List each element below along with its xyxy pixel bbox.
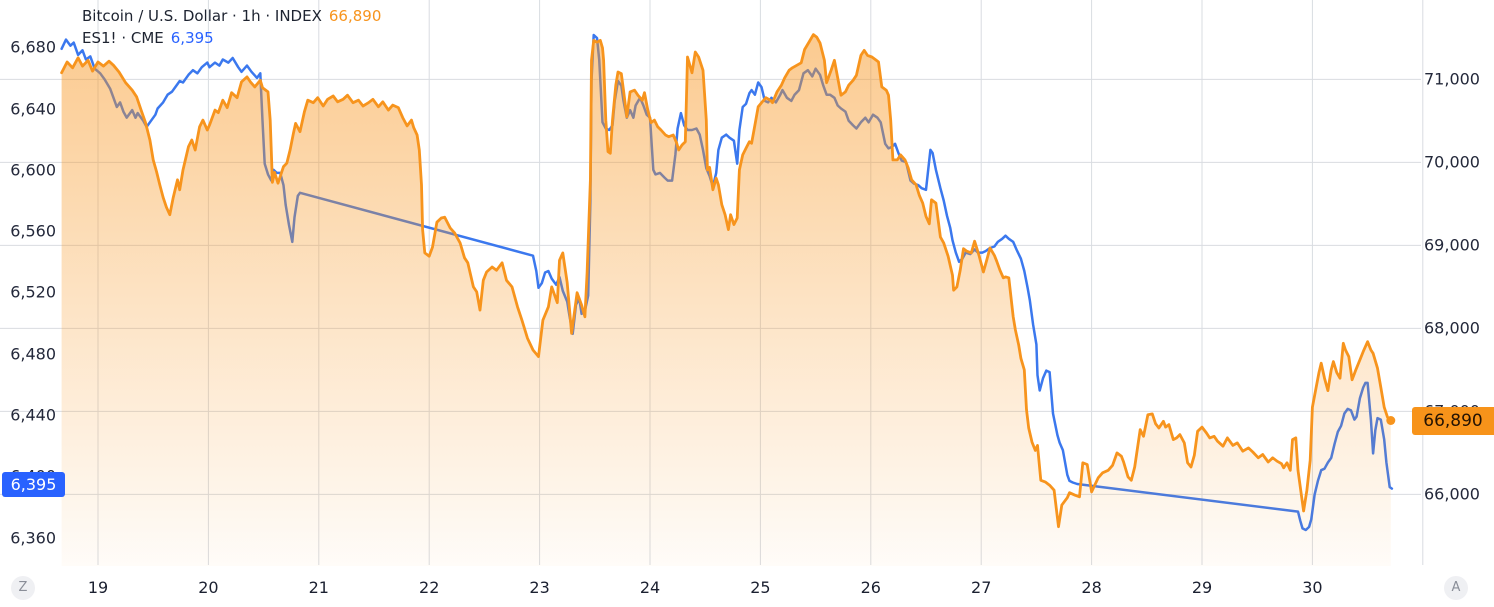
legend-symbol-es[interactable]: ES1! · CME 6,395: [82, 27, 381, 49]
time-axis-tick: 22: [419, 578, 440, 597]
time-axis-tick: 19: [87, 578, 109, 597]
btc-area-fill: [61, 34, 1391, 567]
time-axis-tick: 30: [1302, 578, 1323, 597]
badge-z-button[interactable]: Z: [11, 576, 35, 600]
time-axis-tick: 29: [1191, 578, 1213, 597]
time-axis-tick: 23: [529, 578, 550, 597]
time-axis-tick: 25: [750, 578, 771, 597]
time-axis-tick: 24: [639, 578, 661, 597]
legend-es-last-price: 6,395: [170, 29, 214, 47]
legend: Bitcoin / U.S. Dollar · 1h · INDEX 66,890…: [82, 5, 381, 49]
time-axis-tick: 28: [1081, 578, 1102, 597]
btc-last-price-dot: [1386, 416, 1396, 425]
badge-a-button[interactable]: A: [1444, 576, 1468, 600]
legend-btc-title: Bitcoin / U.S. Dollar · 1h · INDEX: [82, 7, 322, 25]
time-axis-tick: 20: [198, 578, 219, 597]
legend-btc-last-price: 66,890: [328, 7, 382, 25]
time-axis-tick: 27: [971, 578, 992, 597]
time-axis-tick: 21: [308, 578, 329, 597]
legend-symbol-btc[interactable]: Bitcoin / U.S. Dollar · 1h · INDEX 66,890: [82, 5, 381, 27]
btc-line-series: [60, 33, 1393, 529]
es-line-series: [60, 33, 1394, 532]
time-axis-tick: 26: [860, 578, 881, 597]
legend-es-title: ES1! · CME: [82, 29, 164, 47]
